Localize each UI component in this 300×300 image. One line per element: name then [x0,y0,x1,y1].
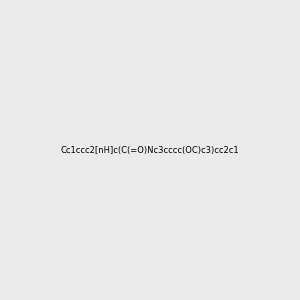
Text: Cc1ccc2[nH]c(C(=O)Nc3cccc(OC)c3)cc2c1: Cc1ccc2[nH]c(C(=O)Nc3cccc(OC)c3)cc2c1 [61,146,239,154]
